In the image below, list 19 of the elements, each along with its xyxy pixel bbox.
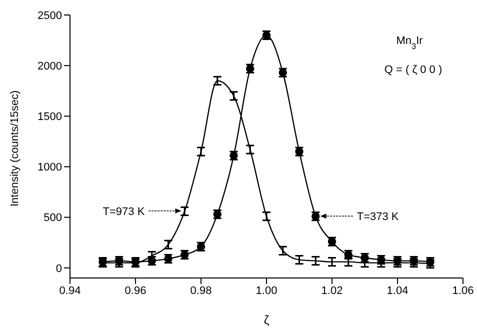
x-tick-label: 0.94 bbox=[59, 284, 81, 297]
x-tick-label: 1.02 bbox=[321, 284, 343, 297]
annotation: T=373 K bbox=[356, 211, 400, 224]
y-axis-title: Intensity (counts/15sec) bbox=[8, 90, 21, 206]
y-tick-label: 0 bbox=[56, 262, 62, 275]
x-tick-label: 1.06 bbox=[452, 284, 474, 297]
x-tick-label: 0.98 bbox=[190, 284, 212, 297]
x-axis-title: ζ bbox=[264, 313, 270, 327]
y-tick-label: 2500 bbox=[38, 10, 62, 22]
x-tick-label: 1.00 bbox=[256, 284, 278, 297]
x-tick-label: 1.04 bbox=[386, 284, 408, 297]
annotation: Mn$_{3}$Ir bbox=[396, 34, 424, 50]
annotation: T=973 K bbox=[102, 206, 146, 218]
y-tick-label: 1000 bbox=[38, 162, 62, 174]
y-tick-label: 1500 bbox=[38, 111, 62, 124]
y-tick-label: 2000 bbox=[38, 60, 62, 72]
annotation: Q = ( ζ 0 0 ) bbox=[384, 64, 442, 76]
x-tick-label: 0.96 bbox=[124, 284, 146, 297]
y-tick-label: 500 bbox=[44, 212, 62, 224]
